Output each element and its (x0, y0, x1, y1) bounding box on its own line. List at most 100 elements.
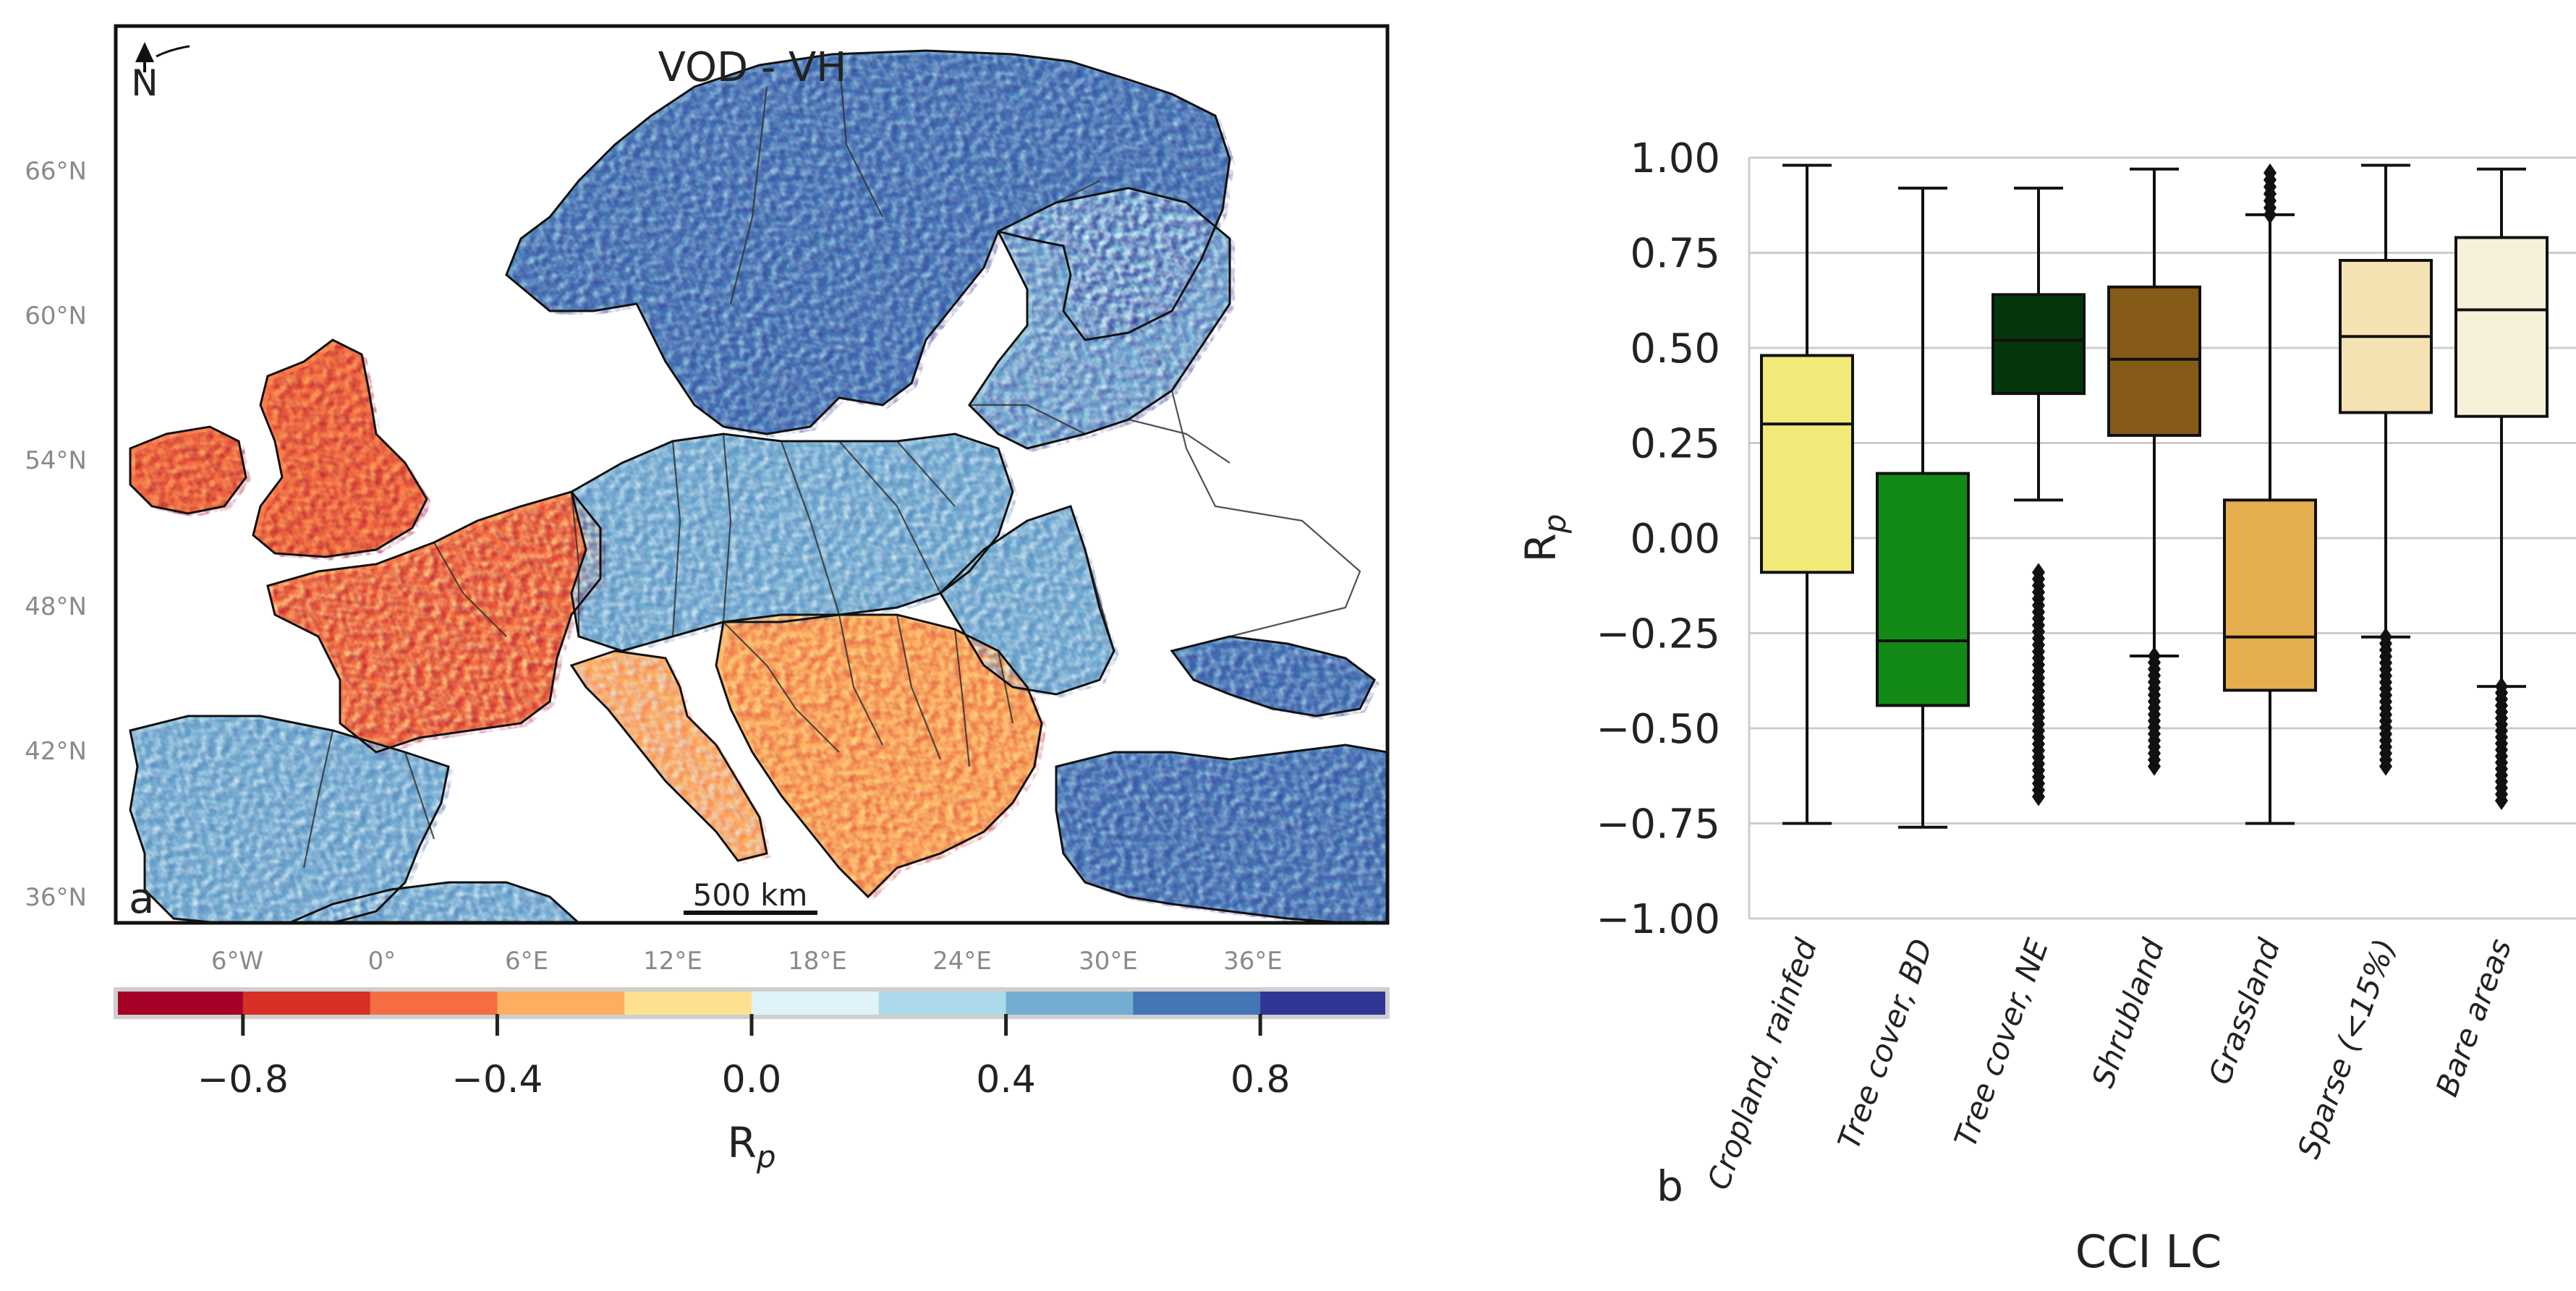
boxplot-y-tick-label: 1.00 (1630, 135, 1720, 182)
lat-tick: 48°N (25, 592, 87, 621)
colorbar-cell (497, 989, 625, 1017)
colorbar-cell (878, 989, 1007, 1017)
colorbar-ticks: −0.8 −0.4 0.0 0.4 0.8 (197, 1014, 1291, 1102)
scale-bar-label: 500 km (693, 877, 808, 913)
colorbar-tick-label: 0.0 (722, 1058, 782, 1102)
lat-tick: 54°N (25, 446, 87, 475)
box-6 (2454, 167, 2549, 810)
colorbar-cell (752, 989, 880, 1017)
region-speckle-dark (135, 344, 432, 561)
region-speckle-dark (577, 655, 772, 864)
lon-tick: 12°E (643, 947, 702, 976)
coastline (266, 490, 602, 754)
colorbar-cell (370, 989, 498, 1017)
map-title: VOD - VH (658, 44, 847, 91)
colorbar-cell (624, 989, 752, 1017)
coastline (715, 613, 1043, 899)
boxplot-x-label: CCI LC (2075, 1225, 2222, 1278)
boxplot-x-tick-label: Cropland, rainfed (1701, 934, 1824, 1194)
coastline (289, 881, 581, 923)
region-speckle-dark (945, 510, 1119, 698)
panel-label-a: a (129, 874, 155, 923)
coastline (1055, 744, 1387, 923)
lon-tick: 18°E (788, 947, 847, 976)
region-speckle-dark (721, 618, 1047, 900)
box-4 (2223, 163, 2317, 825)
coastline (569, 649, 768, 862)
north-arrow-icon: N (131, 42, 190, 104)
coastline (968, 187, 1231, 450)
lon-tick: 0° (368, 947, 396, 976)
boxplot-y-ticks: 1.00 0.75 0.50 0.25 0.00 −0.25 −0.50 −0.75 −1.00 (1596, 135, 1720, 943)
boxplot-boxes (1760, 163, 2549, 829)
boxplot-x-tick-label: Sparse (<15%) (2290, 934, 2402, 1163)
box-2 (1991, 187, 2086, 806)
colorbar-cell (1133, 989, 1261, 1017)
box-0 (1760, 163, 1854, 825)
lon-tick: 24°E (932, 947, 992, 976)
scale-bar: 500 km (684, 877, 817, 915)
lat-tick: 66°N (25, 157, 87, 186)
box-iqr (2107, 285, 2201, 437)
boxplot-x-tick-label: Bare areas (2429, 934, 2519, 1102)
boxplot-x-ticks: Cropland, rainfed Tree cover, BD Tree cove… (1701, 934, 2519, 1194)
box-outlier (2495, 791, 2508, 810)
coastline (939, 505, 1115, 696)
boxplot-y-tick-label: 0.75 (1630, 231, 1720, 278)
lat-tick: 42°N (25, 737, 87, 766)
lon-tick: 6°E (505, 947, 548, 976)
region-speckle-dark (135, 720, 454, 923)
boxplot-y-tick-label: 0.25 (1630, 421, 1720, 468)
boxplot-y-label: Rp (1516, 514, 1573, 563)
boxplot-x-tick-label: Tree cover, NE (1947, 934, 2056, 1151)
lat-tick: 36°N (25, 883, 87, 912)
boxplot-x-tick-label: Tree cover, BD (1831, 934, 1940, 1154)
boxplot-y-tick-label: −1.00 (1596, 896, 1720, 943)
lon-tick: 6°W (211, 947, 263, 976)
colorbar-cell (242, 989, 371, 1017)
box-outlier (2032, 787, 2045, 806)
colorbar-cells (116, 989, 1388, 1017)
boxplot-y-tick-label: −0.25 (1596, 611, 1720, 658)
coastline (129, 715, 450, 923)
box-outlier (2148, 757, 2161, 776)
map-coastlines (129, 49, 1387, 923)
colorbar-cell (116, 989, 244, 1017)
box-5 (2339, 163, 2433, 776)
colorbar-tick-label: −0.4 (451, 1058, 543, 1102)
boxplot-y-tick-label: 0.50 (1630, 325, 1720, 372)
region-speckle-dark (1061, 749, 1387, 923)
colorbar-cell (1006, 989, 1134, 1017)
coastline (1170, 635, 1376, 717)
map-panel: VOD - VH N 500 km a 66°N 60°N 54°N 48°N … (25, 24, 1390, 976)
panel-label-b: b (1657, 1162, 1683, 1211)
north-arrow-label: N (131, 62, 158, 104)
box-3 (2107, 167, 2201, 776)
boxplot-x-tick-label: Grassland (2202, 934, 2287, 1088)
boxplot-y-tick-label: −0.50 (1596, 706, 1720, 753)
colorbar-tick-label: −0.8 (197, 1058, 289, 1102)
lon-tick: 36°E (1223, 947, 1283, 976)
box-iqr (2454, 236, 2549, 418)
box-iqr (1876, 472, 1970, 707)
box-iqr (2223, 498, 2317, 692)
colorbar-cell (1260, 989, 1388, 1017)
box-iqr (1991, 293, 2086, 396)
region-speckle-dark (302, 886, 580, 923)
map-speckle-texture (130, 51, 1387, 923)
region-speckle-dark (577, 438, 1018, 655)
box-outlier (2263, 205, 2277, 224)
colorbar: −0.8 −0.4 0.0 0.4 0.8 Rp (114, 987, 1390, 1175)
region-speckle-dark (511, 54, 1235, 438)
coastline (570, 433, 1014, 652)
lon-tick: 30°E (1079, 947, 1138, 976)
coastline (129, 338, 428, 558)
region-speckle-dark (273, 495, 605, 756)
region-speckle-dark (1177, 640, 1380, 720)
latitude-ticks: 66°N 60°N 54°N 48°N 42°N 36°N (25, 157, 87, 912)
box-outlier (2379, 757, 2392, 776)
map-frame (114, 24, 1390, 925)
colorbar-tick-label: 0.8 (1230, 1058, 1291, 1102)
